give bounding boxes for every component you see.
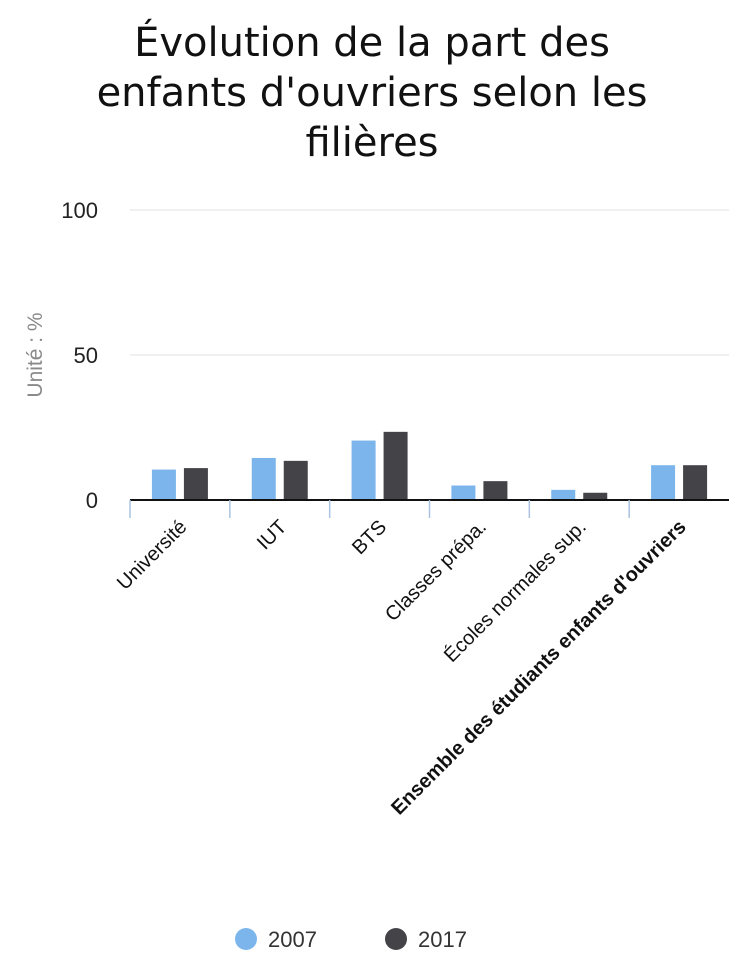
y-tick-label: 0 [86,488,98,513]
bar-2007-1[interactable] [251,457,276,500]
y-tick-label: 50 [74,343,98,368]
legend-marker-icon [235,928,257,950]
bar-2007-4[interactable] [551,489,576,500]
bar-2017-4[interactable] [583,492,608,500]
x-axis [129,499,729,518]
bar-2007-0[interactable] [151,469,176,500]
legend-item-2017[interactable]: 2017 [385,927,467,952]
x-tick-label: BTS [348,516,391,559]
x-tick-label: IUT [253,516,291,554]
bar-2017-0[interactable] [183,468,208,500]
bar-2007-2[interactable] [351,440,376,500]
chart-title-line-2: enfants d'ouvriers selon les [97,70,648,116]
bar-2017-3[interactable] [483,481,508,500]
legend-label: 2007 [268,927,317,952]
chart-title-line-3: filières [305,120,438,166]
y-axis-ticks: 0 50 100 [61,198,98,513]
bars [151,431,708,501]
y-axis-label: Unité : % [24,312,47,397]
grid-lines [130,209,729,356]
bar-2017-1[interactable] [283,460,308,500]
legend: 2007 2017 [235,927,467,952]
chart-title-line-1: Évolution de la part des [134,18,610,66]
bar-2007-5[interactable] [651,465,676,500]
chart-title: Évolution de la part des enfants d'ouvri… [97,18,648,166]
legend-label: 2017 [418,927,467,952]
x-tick-label: Université [113,516,191,594]
bar-2017-2[interactable] [383,431,408,500]
bar-2007-3[interactable] [451,485,476,501]
legend-marker-icon [385,928,407,950]
legend-item-2007[interactable]: 2007 [235,927,317,952]
bar-2017-5[interactable] [683,465,708,500]
y-tick-label: 100 [61,198,98,223]
x-tick-label: Classes prépa. [381,516,491,626]
